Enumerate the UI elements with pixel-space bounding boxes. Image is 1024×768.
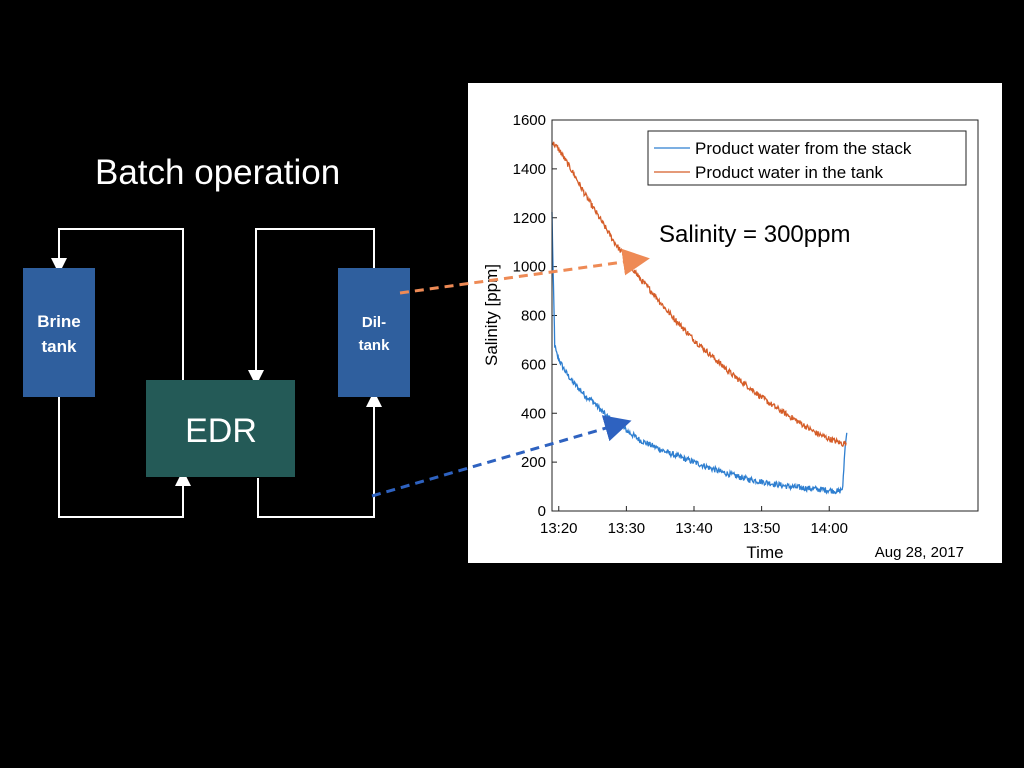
x-tick-label: 13:40 (675, 520, 713, 537)
brine-tank (23, 268, 95, 397)
legend-label-tank: Product water in the tank (695, 163, 884, 182)
y-tick-label: 200 (521, 454, 546, 471)
edr-to-brine-return-line (51, 228, 184, 381)
y-tick-label: 1200 (513, 210, 546, 227)
salinity-annotation: Salinity = 300ppm (659, 221, 850, 248)
x-tick-label: 13:50 (743, 520, 781, 537)
brine-tank-label-line1: Brine (37, 312, 80, 331)
series-line-stack (551, 211, 848, 495)
brine-tank-label-line2: tank (42, 337, 78, 356)
x-tick-label: 13:30 (608, 520, 646, 537)
plot-frame (551, 119, 979, 512)
y-tick-label: 0 (538, 503, 546, 520)
dil-tank-label-line1: Dil- (362, 314, 386, 331)
x-tick-label: 13:20 (540, 520, 578, 537)
series-line-tank (551, 141, 847, 448)
dil-tank-label-line2: tank (359, 337, 391, 354)
y-tick-label: 1400 (513, 161, 546, 178)
legend-label-stack: Product water from the stack (695, 139, 912, 158)
date-label: Aug 28, 2017 (875, 544, 964, 561)
y-tick-label: 800 (521, 308, 546, 325)
y-axis-label: Salinity [ppm] (482, 264, 501, 366)
legend-box (647, 130, 967, 186)
y-tick-label: 1600 (513, 112, 546, 129)
y-tick-label: 600 (521, 356, 546, 373)
y-tick-label: 1000 (513, 259, 546, 276)
dil-tank (338, 268, 410, 397)
x-tick-label: 14:00 (810, 520, 848, 537)
salinity-chart: 0 200 400 600 800 1000 1200 1400 1600 13:20 13:30… (468, 83, 1002, 563)
edr-label: EDR (185, 412, 257, 450)
edr-unit (146, 380, 295, 477)
slide-title: Batch operation (95, 153, 341, 192)
x-axis-label: Time (746, 543, 783, 562)
y-tick-label: 400 (521, 405, 546, 422)
dil-to-edr-feed-line (248, 228, 375, 386)
brine-to-edr-feed-line (58, 397, 191, 518)
